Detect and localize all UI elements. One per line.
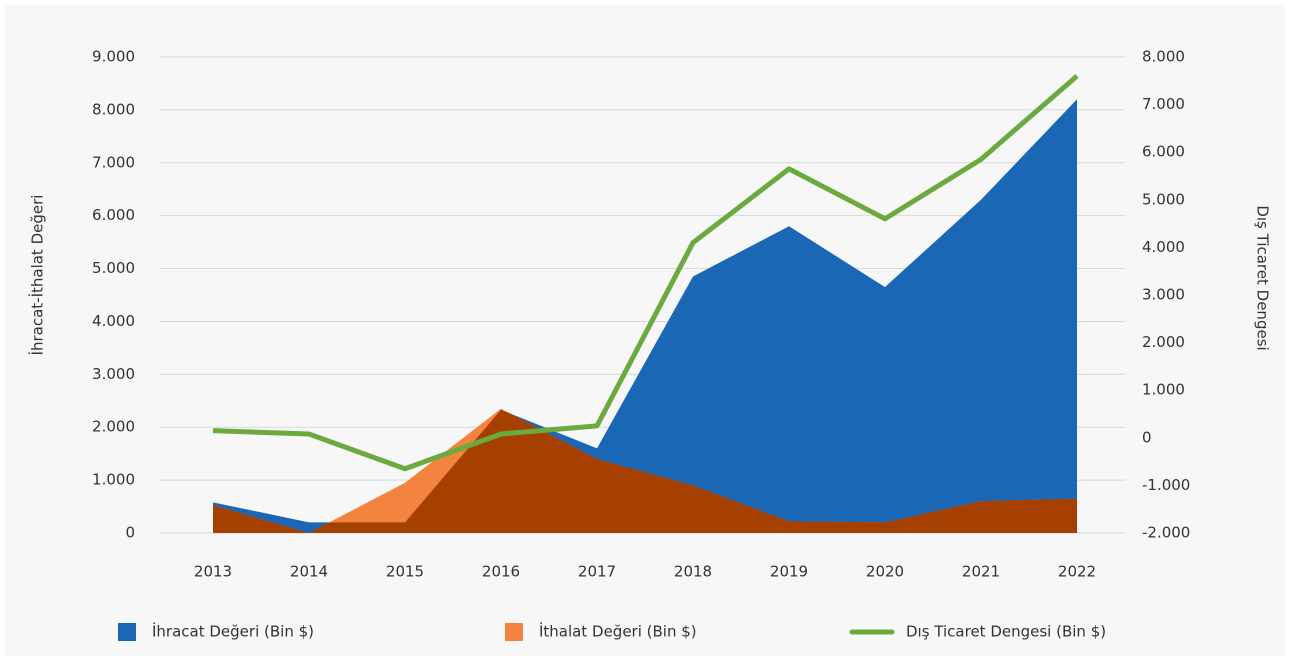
legend-label: İthalat Değeri (Bin $)	[539, 622, 697, 641]
y-tick-label: 7.000	[92, 153, 135, 171]
x-tick-label: 2013	[194, 563, 232, 581]
y2-tick-label: 7.000	[1142, 95, 1185, 113]
x-tick-label: 2016	[482, 563, 520, 581]
y2-tick-label: 0	[1142, 428, 1152, 446]
y-axis-title: İhracat-İthalat Değeri	[28, 195, 47, 356]
x-tick-label: 2021	[962, 563, 1000, 581]
y2-tick-label: -1.000	[1142, 476, 1190, 494]
y2-tick-label: 1.000	[1142, 381, 1185, 399]
y2-tick-label: 2.000	[1142, 333, 1185, 351]
area-overlap	[213, 408, 1077, 533]
y-tick-label: 5.000	[92, 259, 135, 277]
y-tick-label: 1.000	[92, 471, 135, 489]
x-tick-label: 2019	[770, 563, 808, 581]
y-tick-label: 0	[125, 524, 135, 542]
y2-tick-label: 5.000	[1142, 190, 1185, 208]
x-tick-label: 2015	[386, 563, 424, 581]
y-tick-label: 2.000	[92, 418, 135, 436]
x-tick-label: 2017	[578, 563, 616, 581]
y-tick-label: 9.000	[92, 48, 135, 66]
y-tick-label: 4.000	[92, 312, 135, 330]
y2-tick-label: 6.000	[1142, 143, 1185, 161]
y2-tick-label: -2.000	[1142, 524, 1190, 542]
area	[213, 99, 1077, 534]
x-tick-label: 2018	[674, 563, 712, 581]
y2-tick-label: 3.000	[1142, 286, 1185, 304]
y-tick-label: 3.000	[92, 365, 135, 383]
y2-tick-label: 8.000	[1142, 48, 1185, 66]
line	[212, 74, 1079, 472]
y2-tick-label: 4.000	[1142, 238, 1185, 256]
y2-axis-title: Dış Ticaret Dengesi	[1254, 205, 1272, 350]
x-tick-label: 2022	[1058, 563, 1096, 581]
legend-label: Dış Ticaret Dengesi (Bin $)	[906, 623, 1106, 641]
legend-label: İhracat Değeri (Bin $)	[152, 622, 314, 641]
y-tick-label: 8.000	[92, 100, 135, 118]
legend-swatch	[118, 623, 136, 641]
y-tick-label: 6.000	[92, 206, 135, 224]
x-tick-label: 2014	[290, 563, 328, 581]
x-tick-label: 2020	[866, 563, 904, 581]
legend-swatch	[505, 623, 523, 641]
